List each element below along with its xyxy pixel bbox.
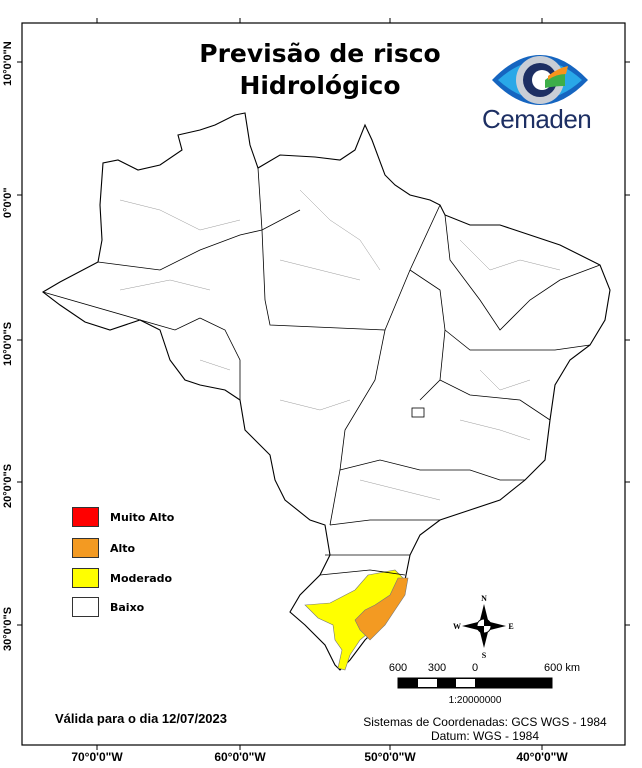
- legend-swatch: [72, 538, 99, 558]
- lat-label-10n: 10°0'0"N: [2, 41, 14, 86]
- compass-e: E: [508, 622, 513, 631]
- legend-item-alto: Alto: [72, 538, 135, 558]
- validity-date: Válida para o dia 12/07/2023: [55, 711, 227, 726]
- coordinate-system: Sistemas de Coordenadas: GCS WGS - 1984 …: [355, 715, 615, 743]
- map-title: Previsão de risco Hidrológico: [150, 38, 490, 102]
- lat-label-20s: 20°0'0"S: [2, 463, 14, 508]
- scale-label: 300: [427, 662, 447, 674]
- lon-label-40w: 40°0'0"W: [516, 750, 568, 764]
- map-frame: [21, 22, 626, 746]
- scale-bar: [397, 677, 553, 689]
- risk-area-alto: [354, 577, 409, 641]
- legend-label: Alto: [110, 541, 136, 555]
- north-arrow-icon: N S W E: [453, 594, 514, 660]
- title-line-2: Hidrológico: [239, 71, 401, 100]
- compass-w: W: [453, 622, 461, 631]
- title-line-1: Previsão de risco: [199, 39, 441, 68]
- brazil-outline: [42, 112, 611, 671]
- legend-label: Baixo: [110, 600, 145, 614]
- cemaden-logo-text: Cemaden: [482, 104, 592, 134]
- compass-n: N: [481, 594, 487, 603]
- lon-label-50w: 50°0'0"W: [364, 750, 416, 764]
- scale-label: 0: [471, 662, 479, 674]
- legend-item-muito-alto: Muito Alto: [72, 507, 174, 527]
- compass-s: S: [482, 651, 487, 660]
- lon-label-60w: 60°0'0"W: [214, 750, 266, 764]
- legend-swatch: [72, 507, 99, 527]
- scale-ratio: 1:20000000: [448, 695, 502, 706]
- datum-line: Datum: WGS - 1984: [430, 729, 540, 743]
- state-borders: [42, 167, 601, 576]
- graticule-ticks: [17, 18, 630, 750]
- scale-label: 600 km: [543, 662, 581, 674]
- legend-swatch: [72, 597, 99, 617]
- lon-label-70w: 70°0'0"W: [71, 750, 123, 764]
- cemaden-logo-icon: [492, 55, 588, 105]
- coordinate-system-line: Sistemas de Coordenadas: GCS WGS - 1984: [363, 715, 607, 729]
- legend-item-baixo: Baixo: [72, 597, 144, 617]
- lat-label-0: 0°0'0": [2, 187, 14, 218]
- municipal-borders: [119, 189, 561, 501]
- legend-label: Muito Alto: [110, 510, 175, 524]
- lat-label-30s: 30°0'0"S: [2, 606, 14, 651]
- legend-swatch: [72, 568, 99, 588]
- lat-label-10s: 10°0'0"S: [2, 321, 14, 366]
- legend-item-moderado: Moderado: [72, 568, 172, 588]
- scale-label: 600: [388, 662, 408, 674]
- legend-label: Moderado: [110, 571, 173, 585]
